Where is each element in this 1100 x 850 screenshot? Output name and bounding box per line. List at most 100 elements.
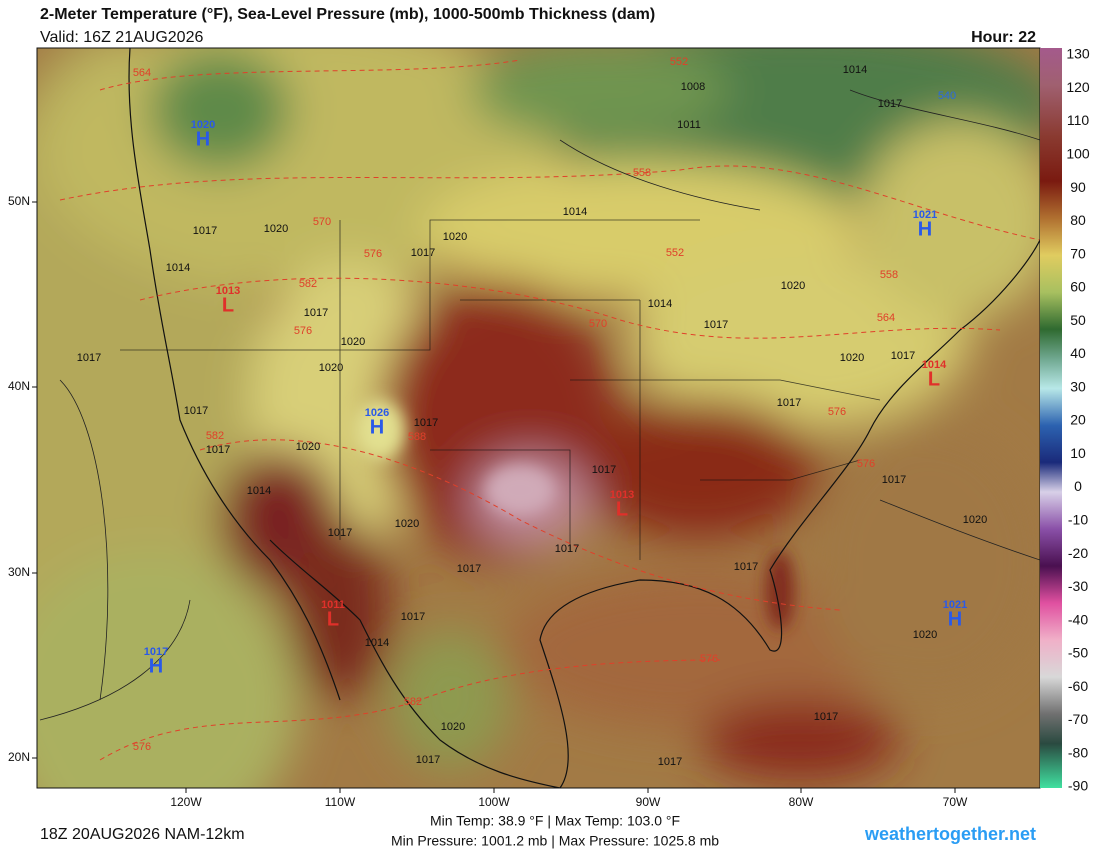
isobar-label: 1017: [414, 417, 438, 429]
colorbar-label: 120: [1066, 79, 1090, 95]
isobar-label: 1017: [401, 611, 425, 623]
isobar-label: 1020: [319, 362, 343, 374]
center-letter: L: [616, 498, 628, 520]
center-value: 1017: [144, 646, 168, 658]
center-letter: H: [196, 128, 210, 150]
thickness-label: 564: [133, 67, 151, 79]
longitude-label: 70W: [943, 795, 968, 809]
center-value: 1021: [943, 599, 967, 611]
colorbar-label: -60: [1068, 678, 1088, 694]
latitude-label: 30N: [8, 565, 30, 579]
thickness-labels: 564 552 540 558 570 576 582 570 564 558 552 576 582 5…: [133, 56, 956, 753]
min-max-temp: Min Temp: 38.9 °F | Max Temp: 103.0 °F: [430, 813, 680, 829]
colorbar-label: -50: [1068, 645, 1088, 661]
thickness-label: 588: [408, 431, 426, 443]
thickness-label: 552: [666, 247, 684, 259]
thickness-label: 558: [880, 269, 898, 281]
isobar-label: 1017: [891, 350, 915, 362]
thickness-contours: [59, 59, 1040, 761]
colorbar-label: -90: [1068, 778, 1088, 794]
isobar-label: 1017: [184, 405, 208, 417]
isobar-label: 1017: [592, 464, 616, 476]
isobar-label: 1017: [878, 98, 902, 110]
isobar-label: 1020: [341, 336, 365, 348]
isobar-label: 1017: [814, 711, 838, 723]
isobar-label: 1014: [365, 637, 389, 649]
colorbar-label: -40: [1068, 611, 1088, 627]
center-letter: H: [948, 608, 962, 630]
isobar-label: 1020: [443, 231, 467, 243]
colorbar-label: -10: [1068, 512, 1088, 528]
isobar-label: 1020: [296, 441, 320, 453]
thickness-label: 540: [938, 90, 956, 102]
longitude-label: 90W: [636, 795, 661, 809]
isobar-label: 1017: [193, 225, 217, 237]
colorbar-label: 50: [1070, 312, 1086, 328]
center-letter: H: [149, 655, 163, 677]
longitude-label: 120W: [170, 795, 202, 809]
thickness-label: 576: [364, 248, 382, 260]
coastline: [128, 48, 1040, 788]
center-letter: H: [918, 218, 932, 240]
longitude-label: 80W: [789, 795, 814, 809]
isobar-label: 1017: [304, 307, 328, 319]
model-run: 18Z 20AUG2026 NAM-12km: [40, 826, 245, 843]
isobar-label: 1020: [840, 352, 864, 364]
colorbar-label: 20: [1070, 412, 1086, 428]
thickness-label: 582: [299, 278, 317, 290]
isobar-label: 1014: [166, 262, 190, 274]
center-value: 1011: [321, 599, 345, 611]
colorbar: [1040, 48, 1062, 788]
latitude-label: 40N: [8, 379, 30, 393]
center-letter: L: [928, 368, 940, 390]
thickness-label: 576: [828, 406, 846, 418]
colorbar-label: -30: [1068, 578, 1088, 594]
isobars: [39, 89, 1040, 721]
colorbar-labels: 1301201101009080706050403020100-10-20-30…: [1066, 46, 1090, 794]
isobar-label: 1017: [411, 247, 435, 259]
colorbar-label: 30: [1070, 378, 1086, 394]
colorbar-label: 10: [1070, 445, 1086, 461]
center-value: 1020: [191, 119, 215, 131]
isobar-label: 1020: [264, 223, 288, 235]
isobar-label: 1011: [677, 119, 701, 131]
longitude-label: 100W: [478, 795, 510, 809]
isobar-label: 1017: [328, 527, 352, 539]
isobar-label: 1017: [658, 756, 682, 768]
thickness-label: 576: [700, 653, 718, 665]
thickness-label: 552: [670, 56, 688, 68]
isobar-label: 1017: [457, 563, 481, 575]
thickness-label: 576: [294, 325, 312, 337]
colorbar-label: 90: [1070, 179, 1086, 195]
site-credit[interactable]: weathertogether.net: [864, 824, 1036, 844]
center-value: 1013: [216, 285, 240, 297]
isobar-label: 1017: [555, 543, 579, 555]
isobar-label: 1017: [206, 444, 230, 456]
isobar-label: 1014: [247, 485, 271, 497]
colorbar-label: 130: [1066, 46, 1090, 62]
colorbar-label: 100: [1066, 146, 1090, 162]
center-letter: L: [222, 294, 234, 316]
longitude-label: 110W: [325, 795, 356, 809]
center-letter: H: [370, 416, 384, 438]
isobar-label: 1017: [734, 561, 758, 573]
thickness-label: 582: [404, 696, 422, 708]
isobar-label: 1020: [781, 280, 805, 292]
isobar-label: 1020: [441, 721, 465, 733]
colorbar-label: 110: [1067, 112, 1090, 128]
colorbar-label: -20: [1068, 545, 1088, 561]
isobar-labels: 1008 1011 1014 1017 1017 1020 1014 1020 1017 1014…: [77, 64, 987, 768]
thickness-label: 576: [133, 741, 151, 753]
map-title: 2-Meter Temperature (°F), Sea-Level Pres…: [40, 6, 655, 23]
colorbar-label: -80: [1068, 744, 1088, 760]
thickness-label: 576: [857, 458, 875, 470]
thickness-label: 570: [589, 318, 607, 330]
center-letter: L: [327, 608, 339, 630]
thickness-label: 570: [313, 216, 331, 228]
axis-labels: 50N 40N 30N 20N 120W 110W 100W 90W 80W 70W: [8, 194, 968, 809]
colorbar-label: 40: [1070, 345, 1086, 361]
pressure-centers: 1020H1021H1026H1013L1011L1021H1017H1013L…: [144, 119, 967, 677]
forecast-hour: Hour: 22: [971, 29, 1036, 46]
isobar-label: 1017: [777, 397, 801, 409]
